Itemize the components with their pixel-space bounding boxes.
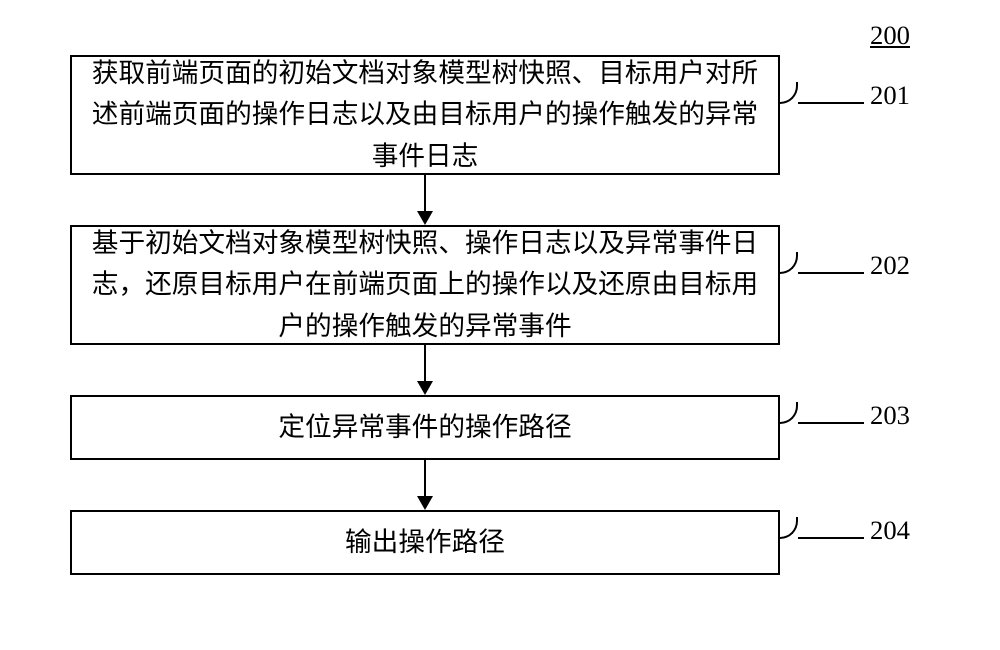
arrow-1 [417, 175, 433, 225]
arrow-3 [417, 460, 433, 510]
step-box-201: 获取前端页面的初始文档对象模型树快照、目标用户对所述前端页面的操作日志以及由目标… [70, 55, 780, 175]
step-box-202: 基于初始文档对象模型树快照、操作日志以及异常事件日志，还原目标用户在前端页面上的… [70, 225, 780, 345]
flowchart-container: 200 获取前端页面的初始文档对象模型树快照、目标用户对所述前端页面的操作日志以… [0, 0, 1000, 650]
step-label-204: 204 [870, 515, 910, 546]
step-label-203: 203 [870, 400, 910, 431]
step-label-202: 202 [870, 250, 910, 281]
step-label-201: 201 [870, 80, 910, 111]
diagram-id-label: 200 [870, 20, 910, 51]
arrow-2 [417, 345, 433, 395]
step-box-203: 定位异常事件的操作路径 [70, 395, 780, 460]
step-box-204: 输出操作路径 [70, 510, 780, 575]
